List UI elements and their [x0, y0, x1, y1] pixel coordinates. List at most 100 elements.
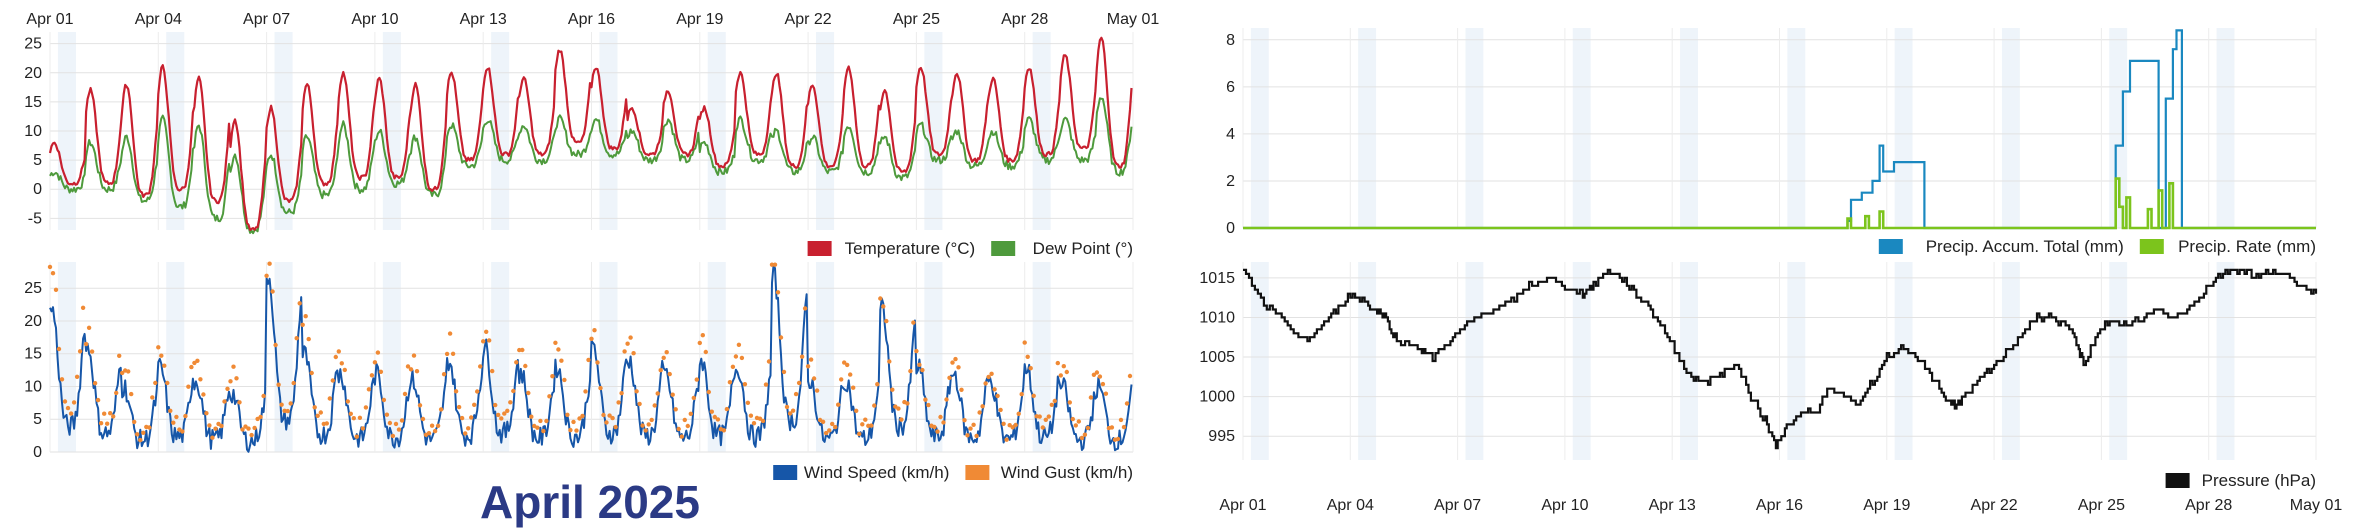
- wind-gust-point: [652, 403, 657, 408]
- wind-gust-point: [83, 341, 89, 347]
- y-tick-label: 0: [33, 181, 42, 198]
- y-tick-label: 15: [24, 346, 42, 363]
- wind-gust-point: [378, 369, 384, 374]
- day-band: [816, 262, 835, 452]
- wind-gust-point: [1076, 419, 1082, 424]
- y-tick-label: 1005: [1199, 349, 1235, 366]
- wind-gust-point: [80, 305, 86, 310]
- day-band: [1787, 262, 1806, 460]
- wind-gust-point: [62, 399, 68, 404]
- wind-gust-point: [183, 413, 188, 419]
- wind-gust-point: [294, 336, 299, 341]
- wind-gust-point: [288, 401, 293, 406]
- wind-gust-point: [1052, 398, 1058, 404]
- wind-gust-point: [65, 405, 71, 411]
- wind-gust-point: [995, 393, 1000, 399]
- wind-gust-point: [842, 360, 847, 365]
- y-tick-label: 6: [1226, 79, 1235, 96]
- wind-gust-point: [550, 374, 555, 379]
- wind-gust-point: [135, 432, 140, 437]
- y-tick-label: 20: [24, 313, 42, 330]
- wind-gust-point: [472, 402, 477, 407]
- wind-gust-point: [911, 320, 916, 325]
- wind-gust-point: [1103, 391, 1109, 396]
- y-tick-label: 4: [1226, 126, 1235, 143]
- wind-gust-point: [1040, 425, 1046, 430]
- wind-gust-point: [848, 372, 853, 377]
- wind-gust-point: [986, 374, 991, 380]
- wind-gust-point: [384, 412, 390, 417]
- wind-gust-point: [694, 377, 699, 382]
- wind-gust-point: [959, 387, 964, 392]
- wind-gust-point: [300, 322, 305, 327]
- wind-gust-point: [252, 425, 257, 431]
- wind-gust-point: [222, 399, 227, 404]
- y-tick-label: 5: [33, 152, 42, 169]
- wind-gust-point: [399, 418, 405, 423]
- day-band: [1572, 28, 1591, 228]
- wind-gust-point: [1010, 425, 1015, 430]
- wind-gust-point: [1022, 340, 1027, 345]
- wind-gust-point: [111, 414, 116, 419]
- y-tick-label: 25: [24, 280, 42, 297]
- wind-gust-point: [760, 418, 766, 424]
- wind-gust-point: [610, 415, 615, 421]
- wind-gust-point: [523, 363, 528, 369]
- wind-gust-point: [598, 385, 603, 391]
- y-tick-label: 0: [33, 444, 42, 461]
- wind-gust-point: [219, 423, 224, 429]
- wind-gust-point: [333, 354, 338, 360]
- x-tick-label: May 01: [2290, 497, 2343, 514]
- x-tick-label: Apr 25: [2078, 497, 2125, 514]
- wind-gust-point: [724, 406, 730, 412]
- wind-gust-point: [935, 429, 940, 434]
- y-tick-label: 8: [1226, 32, 1235, 49]
- wind-gust-point: [396, 427, 402, 432]
- wind-gust-point: [426, 431, 432, 436]
- wind-gust-point: [466, 426, 471, 431]
- wind-gust-point: [306, 336, 311, 342]
- wind-gust-point: [917, 362, 922, 367]
- wind-gust-point: [890, 387, 895, 392]
- y-tick-label: -5: [28, 210, 42, 227]
- wind-gust-point: [574, 428, 579, 433]
- wind-gust-point: [405, 364, 411, 369]
- wind-gust-point: [309, 370, 314, 376]
- wind-gust-point: [884, 318, 889, 324]
- wind-gust-point: [1127, 373, 1133, 379]
- wind-gust-point: [538, 418, 543, 424]
- wind-gust-point: [357, 415, 363, 420]
- wind-gust-point: [354, 434, 359, 439]
- wind-chart: 0 5 10 15 20 25 Wind Gust (km/h) Wind Speed (km…: [24, 261, 1134, 482]
- legend-swatch: [2139, 239, 2164, 254]
- wind-gust-point: [261, 393, 266, 399]
- legend-swatch: [991, 241, 1016, 256]
- wind-gust-point: [839, 377, 844, 382]
- wind-gust-point: [860, 422, 865, 427]
- wind-gust-point: [168, 408, 173, 413]
- y-tick-label: 1015: [1199, 270, 1235, 287]
- wind-gust-point: [751, 421, 757, 426]
- wind-gust-point: [790, 408, 796, 413]
- wind-gust-point: [571, 419, 576, 425]
- wind-gust-point: [1115, 436, 1121, 442]
- wind-gust-point: [989, 371, 994, 376]
- wind-gust-point: [1079, 435, 1085, 441]
- wind-gust-point: [318, 410, 323, 415]
- wind-gust-point: [150, 395, 155, 400]
- day-band: [1787, 28, 1806, 228]
- pressure-chart: 995 1000 1005 1010 1015 Apr 01 Apr 04 Apr 07 Apr…: [1199, 262, 2342, 514]
- wind-gust-point: [279, 402, 284, 407]
- y-tick-label: 5: [33, 411, 42, 428]
- wind-gust-point: [105, 421, 110, 426]
- wind-gust-point: [580, 413, 585, 419]
- wind-gust-point: [198, 377, 203, 382]
- wind-gust-point: [685, 423, 690, 429]
- series-line-temperature: [48, 36, 1133, 231]
- wind-gust-point: [270, 289, 275, 294]
- wind-gust-point: [444, 351, 450, 357]
- wind-gust-point: [962, 418, 967, 423]
- legend-label: Wind Gust (km/h): [1001, 463, 1133, 482]
- wind-gust-point: [108, 411, 113, 416]
- wind-gust-point: [342, 367, 347, 373]
